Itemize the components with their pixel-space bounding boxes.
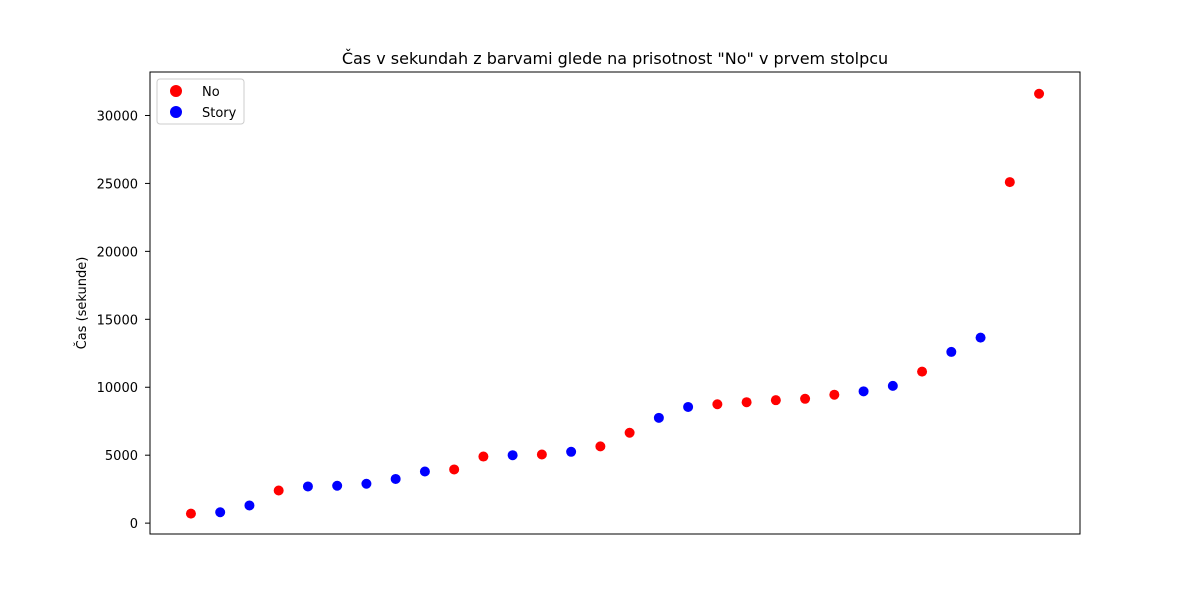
data-point-story <box>244 500 255 511</box>
data-point-story <box>507 450 518 461</box>
plot-frame <box>149 71 1081 535</box>
data-point-no <box>917 366 928 377</box>
y-tick-label: 5000 <box>105 449 138 464</box>
data-point-no <box>829 389 840 400</box>
legend-label-no: No <box>202 85 220 100</box>
data-point-no <box>1004 177 1015 188</box>
data-point-story <box>653 412 664 423</box>
y-tick-label: 10000 <box>97 381 138 396</box>
data-point-no <box>185 508 196 519</box>
legend-marker-no <box>170 85 182 97</box>
y-axis-label: Čas (sekunde) <box>74 257 90 350</box>
data-point-story <box>302 481 313 492</box>
y-tick-label: 30000 <box>97 109 138 124</box>
data-point-story <box>390 473 401 484</box>
y-tick-label: 15000 <box>97 313 138 328</box>
data-point-no <box>478 451 489 462</box>
chart-title: Čas v sekundah z barvami glede na prisot… <box>342 49 888 68</box>
legend: No Story <box>156 78 245 125</box>
data-point-no <box>712 399 723 410</box>
data-point-no <box>536 449 547 460</box>
data-point-story <box>419 466 430 477</box>
data-point-story <box>332 480 343 491</box>
data-point-no <box>624 427 635 438</box>
data-points <box>185 88 1045 519</box>
data-point-story <box>566 446 577 457</box>
data-point-no <box>449 464 460 475</box>
data-point-story <box>361 478 372 489</box>
y-tick-label: 25000 <box>97 177 138 192</box>
data-point-no <box>1034 88 1045 99</box>
data-point-story <box>946 346 957 357</box>
data-point-no <box>770 395 781 406</box>
y-axis-ticks: 0 5000 10000 15000 20000 25000 30000 <box>97 109 150 532</box>
data-point-story <box>887 380 898 391</box>
data-point-story <box>683 401 694 412</box>
data-point-story <box>215 507 226 518</box>
data-point-no <box>741 397 752 408</box>
data-point-story <box>975 332 986 343</box>
data-point-no <box>800 393 811 404</box>
data-point-no <box>595 441 606 452</box>
y-tick-label: 20000 <box>97 245 138 260</box>
data-point-no <box>273 485 284 496</box>
legend-marker-story <box>170 106 182 118</box>
data-point-story <box>858 386 869 397</box>
legend-label-story: Story <box>202 106 237 121</box>
y-tick-label: 0 <box>130 517 138 532</box>
